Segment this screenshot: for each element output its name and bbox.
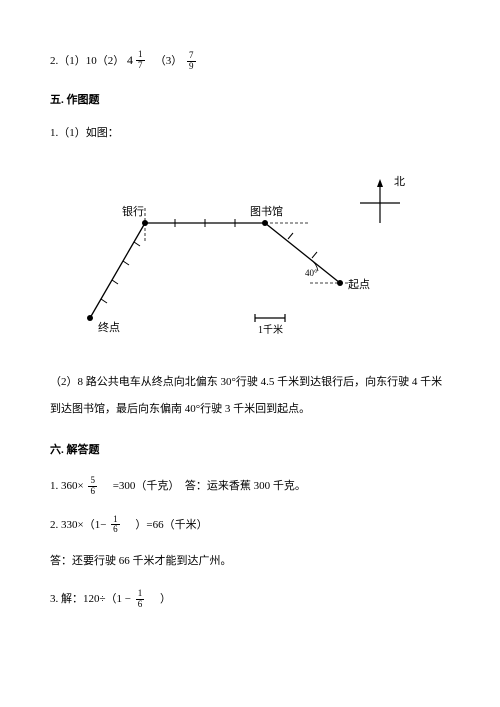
bank-label: 银行: [122, 204, 144, 218]
seg-library-start: [265, 223, 340, 283]
ticks-1: [101, 242, 140, 303]
fraction: 1 6: [136, 589, 145, 610]
end-label: 终点: [98, 320, 120, 334]
section-5-title: 五. 作图题: [50, 92, 450, 110]
mixed-fraction: 4 1 7: [127, 50, 147, 71]
fraction: 1 7: [136, 50, 145, 71]
angle-label: 40°: [305, 268, 318, 278]
compass-icon: 北: [360, 175, 405, 223]
library-label: 图书馆: [250, 204, 283, 218]
fraction: 7 9: [187, 51, 196, 72]
fraction: 5 6: [88, 476, 97, 497]
scale-label: 1千米: [258, 323, 283, 336]
q5-1: 1.（1）如图：: [50, 125, 450, 143]
a6-1: 1. 360× 5 6 =300（千克） 答：运来香蕉 300 千克。: [50, 476, 450, 497]
q5-2: （2）8 路公共电车从终点向北偏东 30°行驶 4.5 千米到达银行后，向东行驶…: [50, 369, 450, 422]
seg-end-bank: [90, 223, 145, 318]
text: 2.（1）10（2）: [50, 55, 124, 67]
a6-2b: 答：还要行驶 66 千米才能到达广州。: [50, 553, 450, 571]
text: （3）: [149, 55, 182, 67]
answer-line-2: 2.（1）10（2） 4 1 7 （3） 7 9: [50, 50, 450, 72]
a6-3: 3. 解：120÷（1 − 1 6 ）: [50, 589, 450, 610]
diagram-svg: 北 终点 银行 图书馆 起点: [50, 163, 430, 343]
scale-bar: 1千米: [255, 314, 285, 336]
start-label: 起点: [348, 278, 370, 291]
a6-2: 2. 330×（1− 1 6 ）=66（千米）: [50, 515, 450, 536]
north-label: 北: [394, 175, 405, 188]
section-6-title: 六. 解答题: [50, 442, 450, 460]
route-diagram: 北 终点 银行 图书馆 起点: [50, 163, 450, 350]
fraction: 1 6: [111, 515, 120, 536]
